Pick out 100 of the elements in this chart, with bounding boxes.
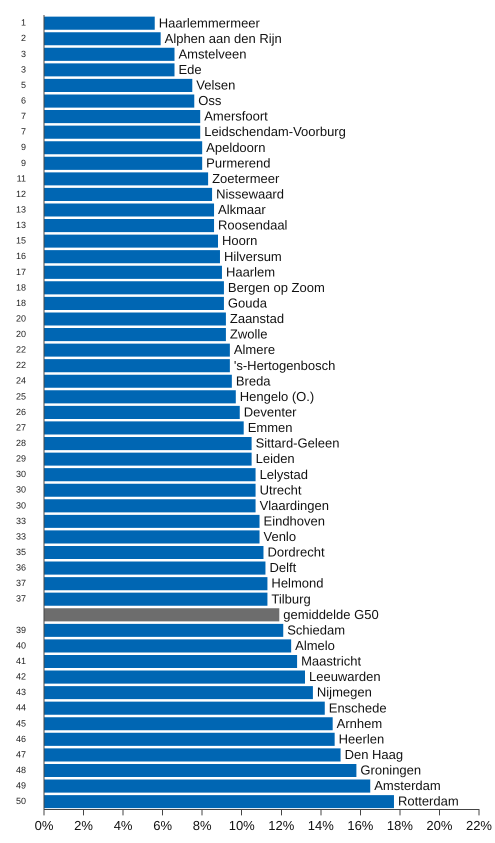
data-label: Utrecht — [260, 482, 302, 498]
bar — [44, 717, 333, 730]
bar — [44, 219, 214, 232]
bar — [44, 374, 232, 388]
y-tick-label: 27 — [16, 422, 26, 432]
x-tick-label: 16% — [347, 818, 374, 833]
bar — [44, 499, 256, 512]
bar — [44, 670, 305, 684]
y-tick-label: 44 — [16, 702, 26, 713]
bar — [44, 484, 256, 497]
y-tick-label: 20 — [16, 329, 26, 340]
y-tick-label: 39 — [16, 624, 26, 635]
y-tick-label: 17 — [16, 266, 26, 277]
data-label: Groningen — [360, 762, 422, 778]
data-label: Vlaardingen — [260, 498, 329, 513]
data-label: Enschede — [328, 700, 387, 716]
x-tick-label: 18% — [386, 818, 414, 833]
y-tick-label: 16 — [16, 251, 26, 262]
data-label: Almere — [234, 342, 276, 358]
y-tick-label: 24 — [16, 376, 26, 386]
bar — [44, 32, 161, 46]
y-tick-label: 50 — [16, 796, 26, 806]
data-label: Gouda — [228, 296, 268, 310]
data-label: Eindhoven — [264, 513, 325, 528]
y-tick-label: 26 — [16, 406, 26, 417]
y-tick-label: 3 — [20, 64, 26, 74]
bar — [44, 546, 264, 560]
y-tick-label: 33 — [16, 531, 26, 542]
data-label: Alphen aan den Rijn — [164, 30, 282, 46]
bar — [44, 63, 175, 76]
y-tick-label: 25 — [16, 391, 26, 402]
bar — [44, 281, 224, 294]
bar — [44, 702, 325, 715]
y-tick-label: 30 — [16, 500, 26, 510]
data-label: Delft — [269, 560, 297, 576]
y-tick-label: 2 — [20, 33, 26, 44]
data-label: Leidschendam-Voorburg — [204, 124, 346, 140]
y-tick-label: 46 — [16, 734, 26, 744]
bar — [44, 732, 335, 746]
data-label: Maastricht — [301, 654, 362, 669]
data-label: Haarlem — [226, 264, 276, 280]
data-label: Zoetermeer — [212, 170, 280, 186]
x-tick-label: 20% — [426, 818, 453, 833]
data-label: Leiden — [256, 451, 295, 466]
y-tick-label: 22 — [16, 344, 26, 355]
bar — [44, 406, 240, 419]
bar — [44, 203, 214, 217]
data-label: Leeuwarden — [309, 669, 381, 684]
data-label: Den Haag — [344, 746, 404, 762]
y-tick-label: 30 — [16, 469, 26, 480]
data-label: Lelystad — [260, 466, 308, 482]
bar — [44, 639, 292, 652]
data-label: Bergen op Zoom — [228, 280, 325, 295]
y-tick-label: 35 — [16, 547, 26, 557]
data-label: Purmerend — [206, 155, 270, 170]
data-label: Schiedam — [287, 622, 346, 638]
data-label: Almelo — [295, 638, 335, 654]
bar — [44, 592, 268, 606]
x-tick-label: 0% — [34, 818, 54, 833]
y-tick-label: 1 — [20, 18, 26, 28]
y-tick-label: 13 — [16, 220, 26, 230]
y-tick-label: 33 — [16, 516, 26, 526]
bar — [44, 748, 341, 762]
data-label: Arnhem — [336, 716, 382, 731]
data-label: Nissewaard — [216, 186, 284, 202]
y-tick-label: 36 — [16, 562, 26, 573]
data-label: Apeldoorn — [206, 140, 266, 155]
bar — [44, 530, 260, 544]
bar — [44, 390, 236, 404]
data-label: Helmond — [271, 576, 324, 591]
y-tick-label: 12 — [16, 188, 26, 199]
x-tick-label: 14% — [308, 818, 334, 833]
data-label: Heerlen — [338, 731, 384, 746]
bar — [44, 452, 252, 466]
x-tick-label: 10% — [228, 818, 256, 833]
bar — [44, 624, 284, 637]
data-label: gemiddelde G50 — [283, 606, 379, 622]
data-label: Zwolle — [230, 326, 268, 342]
data-label: Sittard-Geleen — [256, 436, 340, 451]
y-tick-label: 3 — [20, 48, 26, 59]
data-label: Velsen — [196, 78, 236, 93]
x-tick-label: 2% — [74, 818, 94, 833]
bar — [44, 686, 313, 700]
bar — [44, 764, 356, 778]
bar — [44, 266, 222, 279]
data-label: Oss — [198, 93, 222, 108]
data-label: Dordrecht — [267, 544, 325, 560]
bar — [44, 126, 200, 139]
bar — [44, 514, 260, 528]
bar — [44, 172, 208, 186]
y-tick-label: 5 — [20, 80, 26, 90]
data-label: Amersfoort — [204, 108, 268, 124]
data-label: Emmen — [248, 420, 293, 436]
bar — [44, 48, 175, 61]
data-label: Rotterdam — [398, 794, 459, 809]
y-tick-label: 6 — [20, 96, 26, 106]
data-label: Nijmegen — [316, 684, 372, 700]
data-label: Deventer — [244, 404, 298, 420]
y-tick-label: 9 — [20, 158, 26, 168]
bar — [44, 156, 202, 170]
